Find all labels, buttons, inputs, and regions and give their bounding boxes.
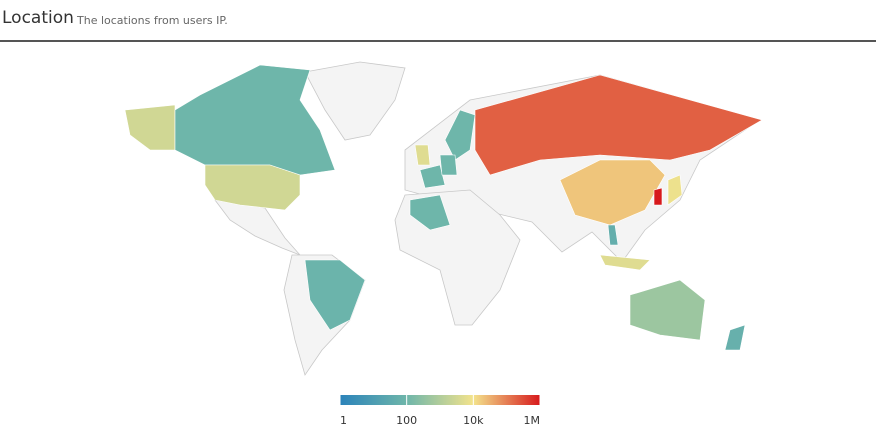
legend-label: 1 bbox=[340, 414, 347, 427]
algeria bbox=[409, 194, 451, 231]
indonesia bbox=[599, 254, 651, 271]
alaska bbox=[124, 104, 176, 151]
russia bbox=[474, 74, 763, 176]
brazil bbox=[304, 259, 366, 331]
greenland bbox=[304, 61, 406, 141]
header: Location The locations from users IP. bbox=[0, 0, 876, 42]
france bbox=[419, 164, 446, 189]
canada bbox=[174, 64, 336, 176]
vietnam bbox=[607, 224, 619, 246]
japan bbox=[667, 174, 683, 206]
central-america bbox=[214, 199, 301, 256]
subtitle: The locations from users IP. bbox=[77, 14, 228, 27]
legend-label: 10k bbox=[463, 414, 484, 427]
germany bbox=[439, 154, 458, 176]
korea bbox=[653, 187, 663, 206]
australia bbox=[629, 279, 706, 341]
uk bbox=[414, 144, 431, 166]
legend-bar bbox=[340, 395, 540, 405]
title: Location bbox=[2, 8, 74, 28]
new-zealand bbox=[724, 324, 746, 351]
usa bbox=[204, 164, 301, 211]
legend-label: 100 bbox=[396, 414, 417, 427]
legend-label: 1M bbox=[524, 414, 541, 427]
